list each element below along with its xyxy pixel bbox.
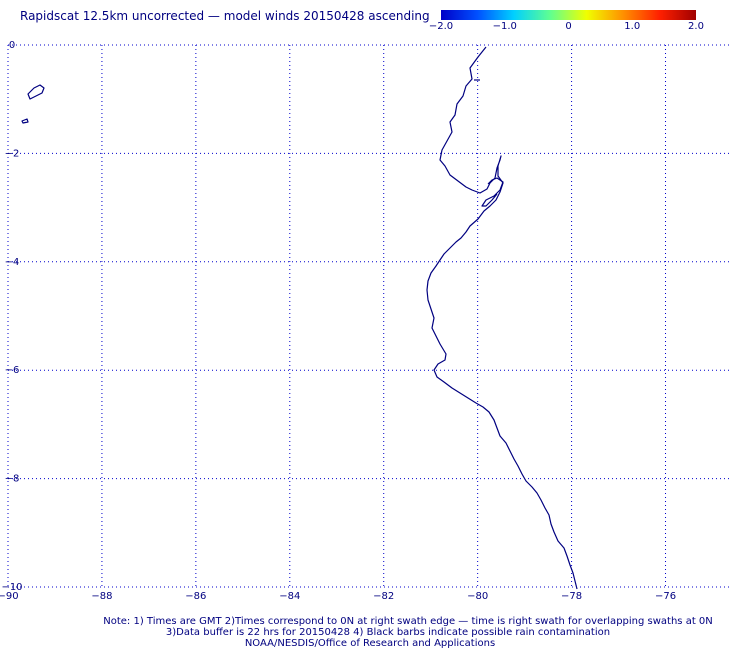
x-tick-label: −86	[185, 591, 206, 602]
colorbar-tick-label: −2.0	[428, 21, 454, 32]
coastline	[21, 46, 578, 590]
colorbar-tick-label: −1.0	[492, 21, 517, 32]
x-tick-label: −84	[279, 591, 300, 602]
y-tick-label: −6	[5, 365, 20, 376]
note-line-3: NOAA/NESDIS/Office of Research and Appli…	[244, 638, 496, 649]
x-tick-label: −82	[373, 591, 394, 602]
x-tick-label: −76	[655, 591, 676, 602]
island-small	[21, 118, 29, 124]
map: −90 −88 −86 −84 −82 −80 −78 −76 0 −2 −4 −6 −8 −10	[0, 40, 729, 602]
colorbar-gradient	[441, 10, 696, 20]
chart-title: Rapidscat 12.5km uncorrected — model win…	[20, 9, 430, 23]
y-tick-label: −4	[5, 257, 20, 268]
colorbar-tick-label: 1.0	[624, 21, 641, 32]
x-tick-label: −78	[561, 591, 582, 602]
y-tick-label: 0	[9, 40, 15, 51]
island-isabela	[27, 84, 45, 100]
coastline-mainland	[426, 46, 578, 590]
x-tick-label: −88	[91, 591, 112, 602]
colorbar	[441, 10, 696, 20]
colorbar-tick-label: 0	[565, 21, 572, 32]
x-tick-label: −90	[0, 591, 19, 602]
note-line-1: Note: 1) Times are GMT 2)Times correspon…	[103, 616, 713, 627]
y-tick-label: −10	[1, 582, 22, 593]
colorbar-tick-label: 2.0	[688, 21, 704, 32]
x-tick-label: −80	[467, 591, 488, 602]
y-tick-label: −8	[5, 474, 20, 485]
y-tick-label: −2	[5, 148, 20, 159]
note-line-2: 3)Data buffer is 22 hrs for 20150428 4) …	[165, 627, 611, 638]
coastline-gulf	[481, 177, 504, 207]
grid	[7, 44, 729, 588]
tick-labels: −90 −88 −86 −84 −82 −80 −78 −76 0 −2 −4 −6 −8 −10	[0, 40, 676, 602]
